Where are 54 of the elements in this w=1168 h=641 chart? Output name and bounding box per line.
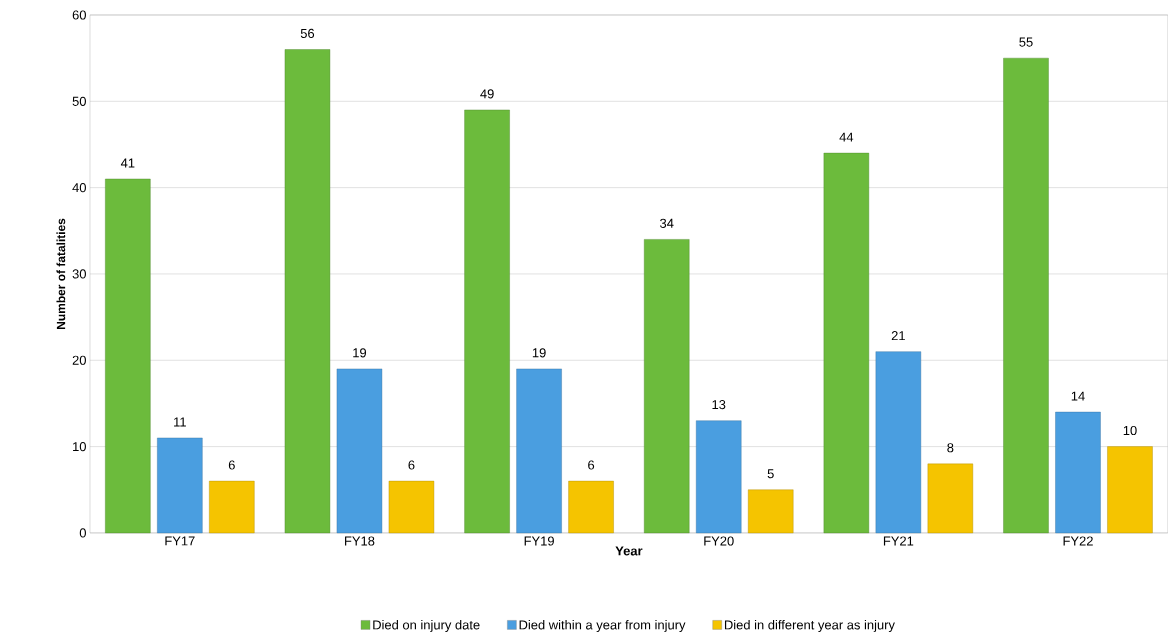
bar <box>464 109 510 534</box>
bar <box>927 463 974 534</box>
bar <box>388 480 435 534</box>
legend-label: Died within a year from injury <box>519 620 686 633</box>
x-tick-label: FY17 <box>165 536 195 546</box>
legend-label: Died on injury date <box>373 620 480 633</box>
y-tick-label: 10 <box>73 442 86 452</box>
bar <box>568 480 614 534</box>
y-tick-label: 30 <box>72 269 86 279</box>
data-label: 19 <box>353 348 367 358</box>
bar <box>875 351 922 534</box>
data-label: 14 <box>1071 391 1085 401</box>
data-label: 13 <box>712 400 726 410</box>
x-axis-title: Year <box>615 546 643 556</box>
data-label: 6 <box>588 460 595 470</box>
data-label: 44 <box>839 132 854 142</box>
bar <box>1003 58 1049 534</box>
y-tick-label: 20 <box>72 355 86 365</box>
bar <box>644 239 690 534</box>
y-tick-label: 0 <box>79 528 86 538</box>
x-tick-label: FY19 <box>524 536 554 546</box>
bar <box>284 49 331 534</box>
bar <box>1055 411 1101 534</box>
x-tick-label: FY22 <box>1063 536 1093 546</box>
y-tick-label: 40 <box>72 183 86 193</box>
data-label: 49 <box>480 89 494 99</box>
bar <box>823 152 870 534</box>
y-tick-label: 60 <box>72 10 86 20</box>
x-tick-label: FY21 <box>883 536 914 546</box>
x-tick-label: FY18 <box>345 536 375 546</box>
bar <box>1107 446 1153 534</box>
bar <box>105 178 151 534</box>
bar <box>157 437 203 534</box>
data-label: 56 <box>300 28 315 39</box>
data-label: 6 <box>228 460 235 470</box>
data-label: 5 <box>767 469 774 479</box>
data-label: 34 <box>660 218 674 228</box>
data-label: 6 <box>408 460 415 470</box>
data-label: 21 <box>891 331 905 341</box>
legend-label: Died in different year as injury <box>724 620 895 633</box>
bar <box>209 480 255 534</box>
bar <box>748 489 794 534</box>
bar <box>336 368 383 534</box>
x-tick-label: FY20 <box>704 536 734 546</box>
y-tick-label: 50 <box>72 96 86 106</box>
bar <box>696 420 742 534</box>
data-label: 11 <box>174 417 186 427</box>
data-label: 55 <box>1019 37 1033 47</box>
data-label: 8 <box>947 443 954 453</box>
data-label: 41 <box>120 158 135 168</box>
data-label: 19 <box>532 348 546 358</box>
data-label: 10 <box>1123 425 1137 436</box>
bar <box>516 368 562 534</box>
y-axis-title: Number of fatalities <box>56 218 66 329</box>
